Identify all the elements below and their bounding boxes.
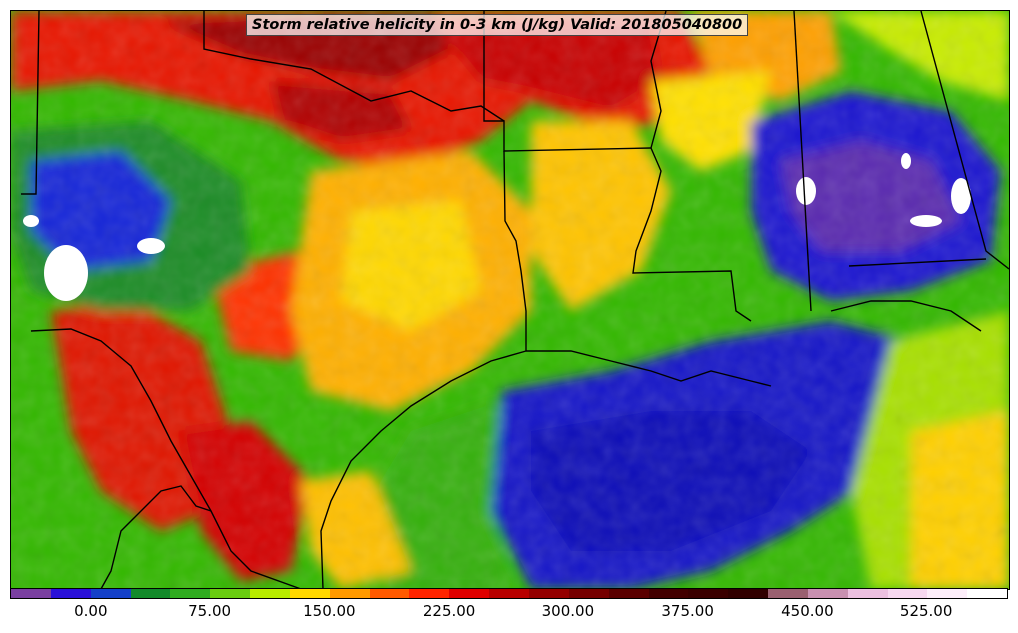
colorbar-swatch-15 [608, 589, 649, 598]
colorbar-swatch-7 [289, 589, 330, 598]
colorbar-swatch-24 [967, 589, 1008, 598]
colorbar-swatch-4 [170, 589, 211, 598]
colorbar-swatch-17 [688, 589, 729, 598]
colorbar-labels: 0.00 75.00 150.00 225.00 300.00 375.00 450.00 5… [10, 602, 1008, 622]
colorbar-swatch-22 [887, 589, 928, 598]
colorbar-swatch-9 [369, 589, 410, 598]
colorbar-tick-label: 300.00 [541, 602, 595, 620]
colorbar-tick-label: 150.00 [303, 602, 356, 620]
colorbar-swatch-10 [409, 589, 450, 598]
colorbar-tick-label: 0.00 [74, 602, 108, 620]
colorbar-swatch-13 [528, 589, 569, 598]
colorbar-swatch-21 [847, 589, 888, 598]
colorbar-swatch-6 [250, 589, 290, 598]
colorbar-tick-label: 375.00 [661, 602, 714, 620]
colorbar-swatch-18 [728, 589, 769, 598]
colorbar-swatch-23 [927, 589, 968, 598]
colorbar-swatch-14 [568, 589, 609, 598]
map-panel [10, 10, 1010, 590]
colorbar-swatch-20 [807, 589, 848, 598]
colorbar-swatch-11 [449, 589, 490, 598]
missing-data-patches [23, 153, 971, 301]
colorbar-swatch-12 [489, 589, 529, 598]
colorbar-swatch-8 [329, 589, 370, 598]
colorbar-tick-label: 225.00 [422, 602, 476, 620]
colorbar-tick-label: 525.00 [899, 602, 953, 620]
colorbar-swatch-19 [768, 589, 808, 598]
colorbar-swatch-3 [130, 589, 171, 598]
colorbar-tick-label: 75.00 [188, 602, 232, 620]
colorbar-swatch-1 [50, 589, 91, 598]
colorbar-tick-label: 450.00 [781, 602, 834, 620]
map-title: Storm relative helicity in 0-3 km (J/kg)… [246, 14, 749, 36]
colorbar [10, 588, 1008, 599]
colorbar-swatch-16 [648, 589, 689, 598]
helicity-map [11, 11, 1009, 589]
boundary-lines [21, 11, 1009, 589]
colorbar-swatch-2 [90, 589, 131, 598]
colorbar-swatch-0 [11, 589, 51, 598]
colorbar-swatch-5 [210, 589, 251, 598]
